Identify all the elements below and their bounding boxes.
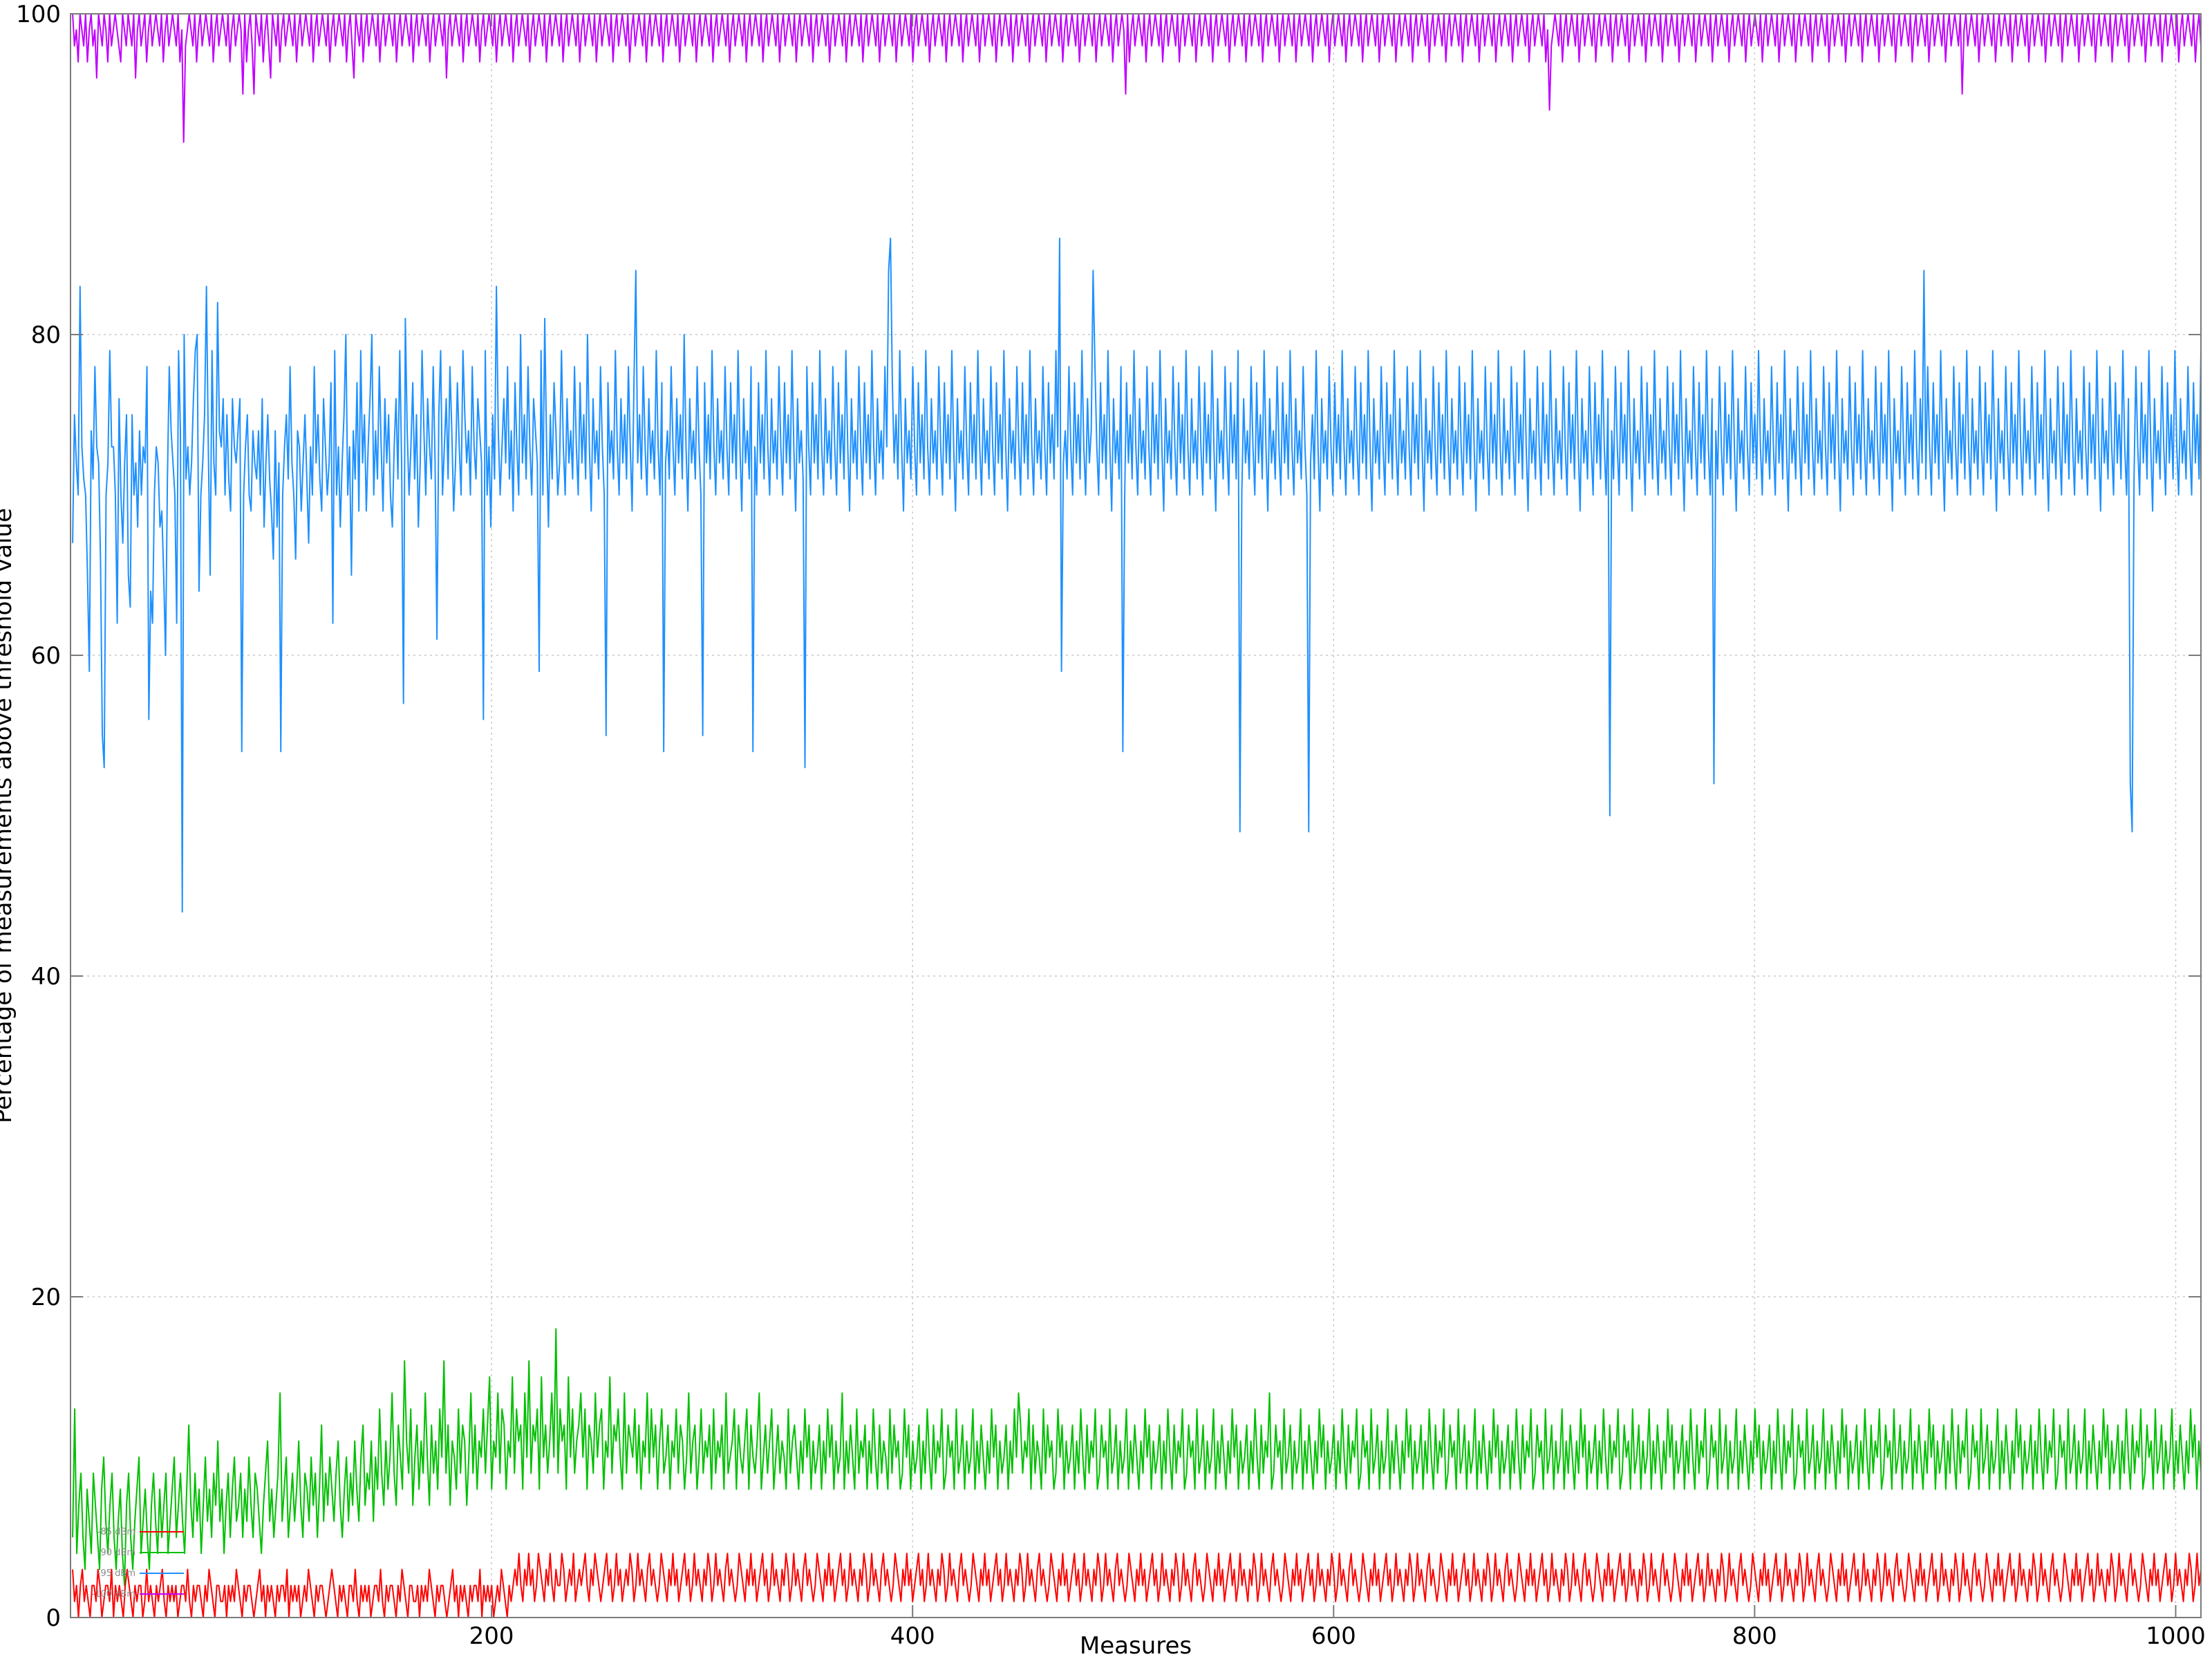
plot-frame [70, 13, 2202, 1618]
series-line-90dbm [72, 1328, 2202, 1586]
x-tick-label: 400 [890, 1622, 935, 1650]
series-line-100dbm [72, 13, 2202, 143]
y-tick-label: 60 [31, 642, 61, 670]
gridlines [71, 14, 2201, 1618]
x-tick-label: 800 [1732, 1622, 1777, 1650]
series-line-95dbm [72, 237, 2202, 913]
legend: -85 dBm -90 dBm -95 dBm -100 dBm [92, 1527, 184, 1600]
y-tick-label: 100 [16, 1, 61, 28]
x-tick-label: 1000 [2146, 1622, 2206, 1650]
x-tick-label: 600 [1311, 1622, 1356, 1650]
series-line-85dbm [72, 1553, 2202, 1618]
legend-label: -85 dBm [97, 1527, 135, 1537]
x-tick-label: 200 [469, 1622, 514, 1650]
y-axis-title: Percentage of measurements above thresho… [0, 508, 17, 1123]
x-axis-title: Measures [1080, 1632, 1192, 1659]
axis-ticks: 0 20 40 60 80 100 200 400 600 800 1000 [16, 1, 2206, 1650]
series-lines [72, 13, 2202, 1618]
legend-label: -90 dBm [97, 1548, 135, 1558]
y-tick-label: 80 [31, 321, 61, 349]
legend-label: -100 dBm [92, 1589, 135, 1600]
y-tick-label: 0 [46, 1604, 61, 1632]
y-tick-label: 40 [31, 963, 61, 991]
y-tick-label: 20 [31, 1284, 61, 1311]
legend-label: -95 dBm [97, 1568, 135, 1579]
